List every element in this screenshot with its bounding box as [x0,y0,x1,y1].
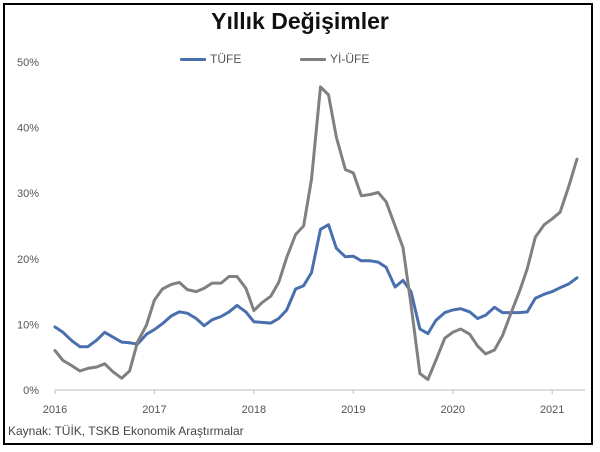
legend-label-yiufe: Yİ-ÜFE [330,52,370,66]
y-tick-label: 30% [17,188,39,200]
x-tick-label: 2020 [441,404,465,416]
chart-title: Yıllık Değişimler [211,8,389,34]
y-tick-label: 10% [17,319,39,331]
x-tick-label: 2017 [142,404,166,416]
chart-legend: TÜFE Yİ-ÜFE [0,52,600,70]
x-tick-label: 2018 [242,404,266,416]
y-tick-label: 50% [17,57,39,69]
legend-swatch-tufe [180,57,206,61]
legend-item-yiufe: Yİ-ÜFE [300,52,369,66]
series-line-yiufe [53,85,579,381]
x-tick-label: 2019 [341,404,365,416]
legend-label-tufe: TÜFE [210,52,242,66]
y-tick-label: 20% [17,254,39,266]
series-line-tufe [53,223,579,349]
legend-item-tufe: TÜFE [180,52,241,66]
x-tick-label: 2016 [43,404,67,416]
legend-swatch-yiufe [300,57,326,61]
y-tick-label: 40% [17,123,39,135]
chart-frame [3,3,593,445]
source-note: Kaynak: TÜİK, TSKB Ekonomik Araştırmalar [8,424,244,438]
x-tick-label: 2021 [540,404,564,416]
y-tick-label: 0% [23,385,39,397]
